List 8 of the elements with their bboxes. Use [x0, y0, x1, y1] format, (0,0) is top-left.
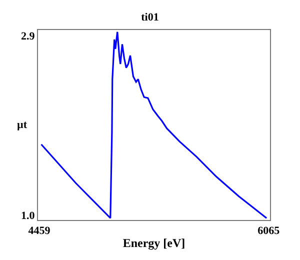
chart-title: ti01: [141, 12, 159, 24]
x-tick-label: 6065: [258, 225, 280, 238]
y-tick-label: 2.9: [21, 30, 36, 43]
x-axis-title: Energy [eV]: [122, 236, 186, 250]
y-tick-label: 1.0: [21, 210, 36, 222]
line-series: [40, 31, 268, 219]
x-tick-label: 4459: [28, 225, 51, 238]
y-axis-title: µt: [17, 119, 28, 131]
